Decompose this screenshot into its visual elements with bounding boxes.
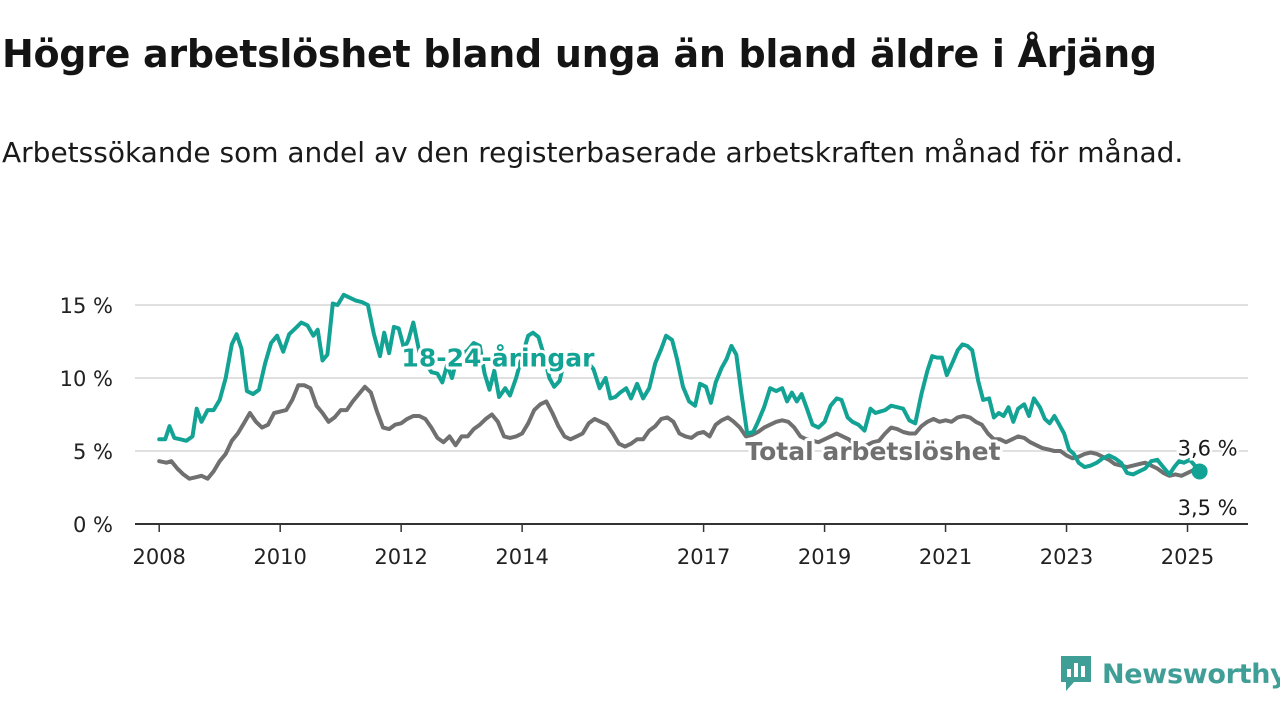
series-labels: 18-24-åringar Total arbetslöshet 3,6 % 3,5 …: [398, 341, 1240, 523]
y-axis: 0 % 5 % 10 % 15 %: [60, 294, 113, 537]
x-tick-label: 2014: [495, 545, 548, 569]
brand-name: Newsworthy: [1102, 658, 1280, 690]
series-name-label: 18-24-åringar: [401, 344, 595, 373]
x-tick-label: 2008: [132, 545, 185, 569]
x-tick-label: 2019: [798, 545, 851, 569]
newsworthy-logo: Newsworthy: [1058, 654, 1280, 694]
series-line-1: [157, 383, 1202, 481]
x-tick-label: 2017: [677, 545, 730, 569]
x-tick-label: 2012: [374, 545, 427, 569]
x-tick-label: 2025: [1161, 545, 1214, 569]
x-tick-label: 2010: [253, 545, 306, 569]
series-line-0: [157, 292, 1202, 477]
x-tick-label: 2021: [919, 545, 972, 569]
x-tick-label: 2023: [1040, 545, 1093, 569]
chart-title: Högre arbetslöshet bland unga än bland ä…: [2, 32, 1157, 76]
series-name-label: Total arbetslöshet: [745, 437, 1000, 466]
series-end-point: [1191, 463, 1208, 480]
grid-lines: [135, 304, 1248, 452]
y-tick-label: 15 %: [60, 294, 113, 318]
end-value-label: 3,5 %: [1178, 496, 1238, 520]
y-tick-label: 5 %: [73, 440, 113, 464]
y-tick-label: 10 %: [60, 367, 113, 391]
newsworthy-logo-icon: [1061, 656, 1091, 691]
end-value-label: 3,6 %: [1178, 436, 1238, 460]
x-axis: 2008 2010 2012 2014 2017 2019 2021 2023 2025: [132, 523, 1248, 569]
chart-subtitle: Arbetssökande som andel av den registerb…: [2, 136, 1184, 169]
y-tick-label: 0 %: [73, 513, 113, 537]
series-lines: [157, 292, 1208, 481]
